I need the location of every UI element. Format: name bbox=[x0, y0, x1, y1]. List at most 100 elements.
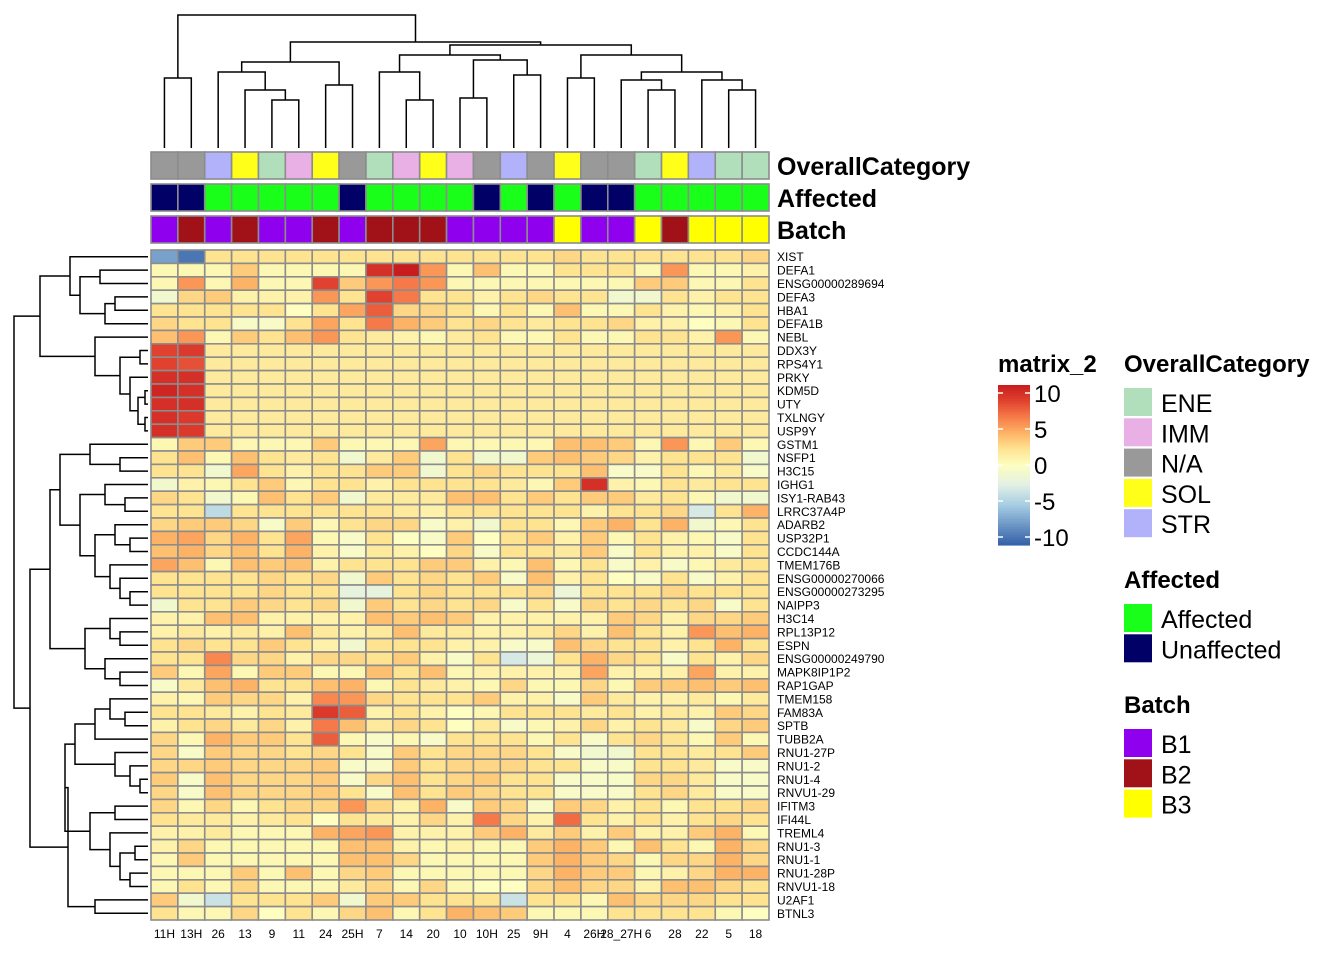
heatmap-cell bbox=[203, 356, 233, 372]
heatmap-cell bbox=[499, 249, 528, 265]
heatmap-cell bbox=[687, 664, 717, 680]
heatmap-cell bbox=[472, 905, 502, 921]
heatmap-cell bbox=[472, 584, 502, 600]
heatmap-cell bbox=[687, 811, 717, 827]
heatmap-cell bbox=[365, 865, 394, 881]
heatmap-cell bbox=[177, 383, 206, 399]
heatmap-cell bbox=[606, 651, 636, 667]
heatmap-cell bbox=[580, 838, 609, 854]
heatmap-cell bbox=[499, 356, 528, 372]
heatmap-cell bbox=[257, 249, 287, 265]
heatmap-cell bbox=[606, 490, 636, 506]
heatmap-cell bbox=[445, 329, 475, 345]
heatmap-cell bbox=[311, 409, 340, 425]
colorbar-segment bbox=[998, 411, 1030, 414]
heatmap-cell bbox=[203, 262, 233, 278]
annotation-cell bbox=[150, 151, 179, 180]
heatmap-cell bbox=[203, 476, 233, 492]
annotation-cell bbox=[338, 151, 367, 180]
heatmap-cell bbox=[580, 543, 609, 559]
heatmap-cell bbox=[499, 838, 528, 854]
row-label: DEFA1 bbox=[777, 264, 815, 278]
heatmap-cell bbox=[445, 852, 475, 868]
heatmap-cell bbox=[203, 637, 233, 653]
heatmap-cell bbox=[580, 651, 609, 667]
heatmap-cell bbox=[714, 704, 743, 720]
heatmap-cell bbox=[633, 383, 663, 399]
heatmap-cell bbox=[633, 731, 663, 747]
heatmap-cell bbox=[445, 463, 475, 479]
column-dendrogram bbox=[163, 14, 757, 148]
heatmap-cell bbox=[150, 865, 179, 881]
annotation-cell bbox=[257, 183, 287, 212]
heatmap-cell bbox=[553, 329, 582, 345]
column-label: 25 bbox=[507, 927, 521, 941]
annotation-cell bbox=[714, 215, 743, 244]
heatmap-cell bbox=[365, 637, 394, 653]
heatmap-cell bbox=[499, 651, 528, 667]
heatmap-cell bbox=[714, 624, 743, 640]
heatmap-cell bbox=[392, 704, 421, 720]
heatmap-cell bbox=[445, 490, 475, 506]
heatmap-cell bbox=[606, 852, 636, 868]
heatmap-cell bbox=[633, 302, 663, 318]
heatmap-cell bbox=[526, 463, 555, 479]
heatmap-cell bbox=[687, 557, 717, 573]
legend-item-label: B3 bbox=[1161, 792, 1192, 820]
heatmap-cell bbox=[257, 825, 287, 841]
heatmap-cell bbox=[499, 878, 528, 894]
colorbar-segment bbox=[998, 401, 1030, 404]
annotation-cell bbox=[445, 215, 475, 244]
heatmap-cell bbox=[257, 771, 287, 787]
heatmap-cell bbox=[445, 624, 475, 640]
heatmap-cell bbox=[150, 450, 179, 466]
colorbar-segment bbox=[998, 487, 1030, 490]
heatmap-cell bbox=[741, 423, 770, 439]
heatmap-cell bbox=[741, 530, 770, 546]
heatmap-cell bbox=[338, 356, 367, 372]
annotation-cell bbox=[553, 215, 582, 244]
heatmap-cell bbox=[311, 677, 340, 693]
heatmap-cell bbox=[284, 570, 314, 586]
heatmap-cell bbox=[365, 825, 394, 841]
heatmap-cell bbox=[606, 811, 636, 827]
heatmap-cell bbox=[553, 262, 582, 278]
heatmap-cell bbox=[284, 677, 314, 693]
heatmap-cell bbox=[257, 905, 287, 921]
row-label: IFI44L bbox=[777, 813, 811, 827]
column-label: 7 bbox=[376, 927, 383, 941]
heatmap-cell bbox=[150, 838, 179, 854]
heatmap-cell bbox=[687, 342, 717, 358]
heatmap-cell bbox=[365, 490, 394, 506]
heatmap-cell bbox=[392, 664, 421, 680]
heatmap-cell bbox=[580, 490, 609, 506]
heatmap-cell bbox=[553, 289, 582, 305]
colorbar-segment bbox=[998, 499, 1030, 502]
heatmap-cell bbox=[580, 302, 609, 318]
heatmap-cell bbox=[284, 530, 314, 546]
heatmap-cell bbox=[445, 356, 475, 372]
heatmap-cell bbox=[472, 329, 502, 345]
heatmap-cell bbox=[150, 316, 179, 332]
heatmap-cell bbox=[365, 302, 394, 318]
heatmap-cell bbox=[660, 664, 690, 680]
heatmap-cell bbox=[580, 758, 609, 774]
heatmap-cell bbox=[311, 865, 340, 881]
legend-swatch bbox=[1124, 759, 1152, 788]
annotation-tracks: OverallCategory Affected Batch bbox=[150, 151, 970, 245]
heatmap-cell bbox=[177, 651, 206, 667]
heatmap-cell bbox=[687, 758, 717, 774]
heatmap-cell bbox=[230, 463, 260, 479]
heatmap-cell bbox=[230, 878, 260, 894]
heatmap-cell bbox=[445, 704, 475, 720]
heatmap-cell bbox=[606, 731, 636, 747]
heatmap-cell bbox=[392, 423, 421, 439]
heatmap-cell bbox=[311, 570, 340, 586]
heatmap-cell bbox=[418, 543, 448, 559]
heatmap-cell bbox=[418, 744, 448, 760]
heatmap-cell bbox=[472, 369, 502, 385]
annotation-cell bbox=[714, 151, 743, 180]
heatmap-cell bbox=[553, 718, 582, 734]
heatmap-cell bbox=[177, 436, 206, 452]
row-label: RNU1-27P bbox=[777, 746, 835, 760]
